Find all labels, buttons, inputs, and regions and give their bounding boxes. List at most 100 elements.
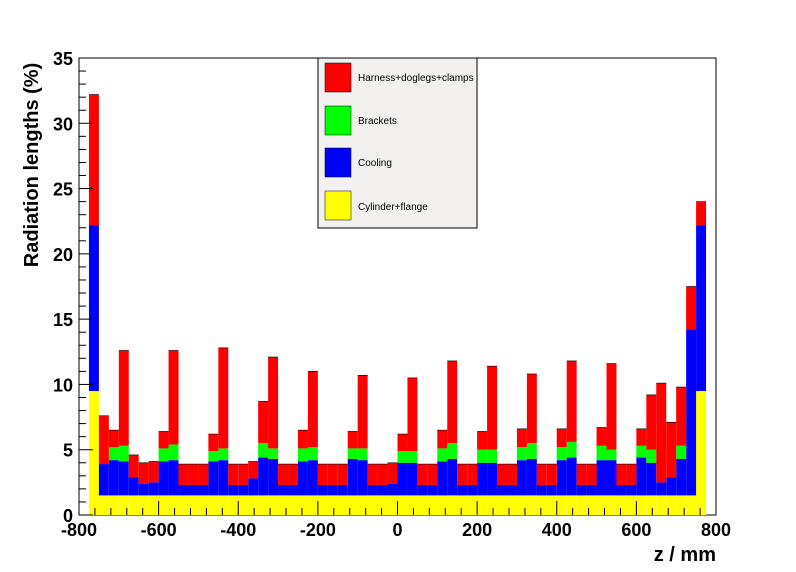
bar-cooling-23 — [317, 484, 328, 496]
bar-brackets-36 — [447, 443, 458, 459]
bar-brackets-8 — [168, 444, 179, 461]
bar-cooling-57 — [656, 482, 667, 496]
bar-cooling-40 — [487, 462, 498, 496]
bar-harness-doglegs-clamps-4 — [128, 454, 139, 478]
bar-cylinder-flange-26 — [347, 495, 358, 515]
bar-harness-doglegs-clamps-10 — [188, 464, 199, 485]
bar-cylinder-flange-42 — [506, 495, 517, 515]
bar-cylinder-flange-48 — [566, 495, 577, 515]
bar-cooling-13 — [218, 460, 229, 496]
bar-cylinder-flange-3 — [118, 495, 129, 515]
bar-harness-doglegs-clamps-15 — [238, 464, 249, 485]
bar-cooling-25 — [337, 484, 348, 496]
bar-cylinder-flange-4 — [128, 495, 139, 515]
bar-cooling-51 — [596, 460, 607, 496]
bar-cylinder-flange-40 — [487, 495, 498, 515]
bar-cooling-24 — [327, 484, 338, 496]
x-tick-label: -400 — [220, 520, 256, 540]
bar-cooling-17 — [258, 457, 269, 496]
bar-cooling-35 — [437, 461, 448, 496]
bar-cooling-47 — [556, 460, 567, 496]
bar-cylinder-flange-47 — [556, 495, 567, 515]
bar-cylinder-flange-14 — [228, 495, 239, 515]
legend: Harness+doglegs+clamps Brackets Cooling … — [317, 57, 478, 229]
bar-cooling-18 — [268, 458, 279, 496]
y-tick-label: 20 — [53, 245, 73, 265]
bar-brackets-2 — [108, 447, 119, 461]
bar-cooling-48 — [566, 457, 577, 496]
bar-harness-doglegs-clamps-28 — [367, 464, 378, 485]
bar-brackets-27 — [357, 448, 368, 461]
bar-cooling-41 — [497, 484, 507, 496]
bar-harness-doglegs-clamps-0 — [88, 94, 99, 226]
bar-harness-doglegs-clamps-18 — [268, 357, 279, 449]
bar-cooling-3 — [118, 461, 129, 496]
bar-harness-doglegs-clamps-45 — [536, 464, 547, 485]
bar-harness-doglegs-clamps-40 — [487, 366, 498, 450]
x-axis-title: z / mm — [654, 544, 716, 566]
bar-harness-doglegs-clamps-36 — [447, 360, 458, 444]
bar-cooling-49 — [576, 484, 587, 496]
bar-cylinder-flange-34 — [427, 495, 438, 515]
bar-cooling-30 — [387, 483, 398, 496]
bar-cooling-37 — [457, 484, 468, 496]
bar-cooling-55 — [636, 457, 647, 496]
bar-brackets-56 — [646, 449, 657, 463]
bar-brackets-51 — [596, 445, 607, 461]
bar-harness-doglegs-clamps-6 — [148, 461, 159, 483]
legend-swatch-brackets — [324, 105, 352, 136]
x-tick-label: 400 — [542, 520, 572, 540]
bar-cylinder-flange-53 — [616, 495, 627, 515]
bar-harness-doglegs-clamps-14 — [228, 464, 239, 485]
bar-cylinder-flange-12 — [208, 495, 219, 515]
bar-harness-doglegs-clamps-13 — [218, 347, 229, 449]
bar-harness-doglegs-clamps-46 — [546, 464, 557, 485]
bar-cooling-10 — [188, 484, 199, 496]
bar-cylinder-flange-11 — [198, 495, 209, 515]
bar-cylinder-flange-56 — [646, 495, 657, 515]
bar-brackets-40 — [487, 449, 498, 463]
bar-cylinder-flange-36 — [447, 495, 458, 515]
bar-harness-doglegs-clamps-2 — [108, 430, 119, 448]
x-tick-label: 200 — [462, 520, 492, 540]
y-tick-label: 25 — [53, 180, 73, 200]
bar-brackets-3 — [118, 445, 129, 462]
y-tick-label: 30 — [53, 114, 73, 134]
bar-harness-doglegs-clamps-61 — [696, 201, 707, 226]
bar-brackets-31 — [397, 451, 408, 463]
bar-cooling-42 — [506, 484, 517, 496]
bar-harness-doglegs-clamps-27 — [357, 375, 368, 449]
bar-cooling-56 — [646, 462, 657, 496]
bar-cooling-19 — [278, 484, 289, 496]
bar-cylinder-flange-20 — [288, 495, 298, 515]
bar-harness-doglegs-clamps-1 — [98, 415, 109, 465]
bar-brackets-22 — [307, 447, 318, 461]
x-tick-label: -800 — [61, 520, 97, 540]
bar-brackets-32 — [407, 451, 418, 463]
legend-label-cooling: Cooling — [358, 158, 392, 169]
bar-cylinder-flange-16 — [248, 495, 259, 515]
bar-cooling-31 — [397, 462, 408, 496]
bar-cylinder-flange-22 — [307, 495, 318, 515]
bar-brackets-47 — [556, 447, 567, 461]
bar-harness-doglegs-clamps-9 — [178, 464, 189, 485]
legend-swatch-cooling — [324, 147, 352, 178]
bar-cylinder-flange-27 — [357, 495, 368, 515]
bar-cylinder-flange-49 — [576, 495, 587, 515]
bar-cylinder-flange-46 — [546, 495, 557, 515]
bar-harness-doglegs-clamps-51 — [596, 427, 607, 446]
bar-harness-doglegs-clamps-7 — [158, 431, 169, 449]
bar-brackets-26 — [347, 448, 358, 459]
bar-cylinder-flange-58 — [666, 495, 677, 515]
bar-cylinder-flange-41 — [497, 495, 507, 515]
plot-series — [88, 94, 707, 515]
bar-harness-doglegs-clamps-55 — [636, 428, 647, 446]
bar-cylinder-flange-43 — [516, 495, 527, 515]
bar-cylinder-flange-29 — [377, 495, 388, 515]
bar-cylinder-flange-45 — [536, 495, 547, 515]
bar-cylinder-flange-9 — [178, 495, 189, 515]
bar-harness-doglegs-clamps-26 — [347, 431, 358, 449]
bar-cooling-12 — [208, 461, 219, 496]
bar-harness-doglegs-clamps-8 — [168, 350, 179, 445]
bar-cylinder-flange-7 — [158, 495, 169, 515]
